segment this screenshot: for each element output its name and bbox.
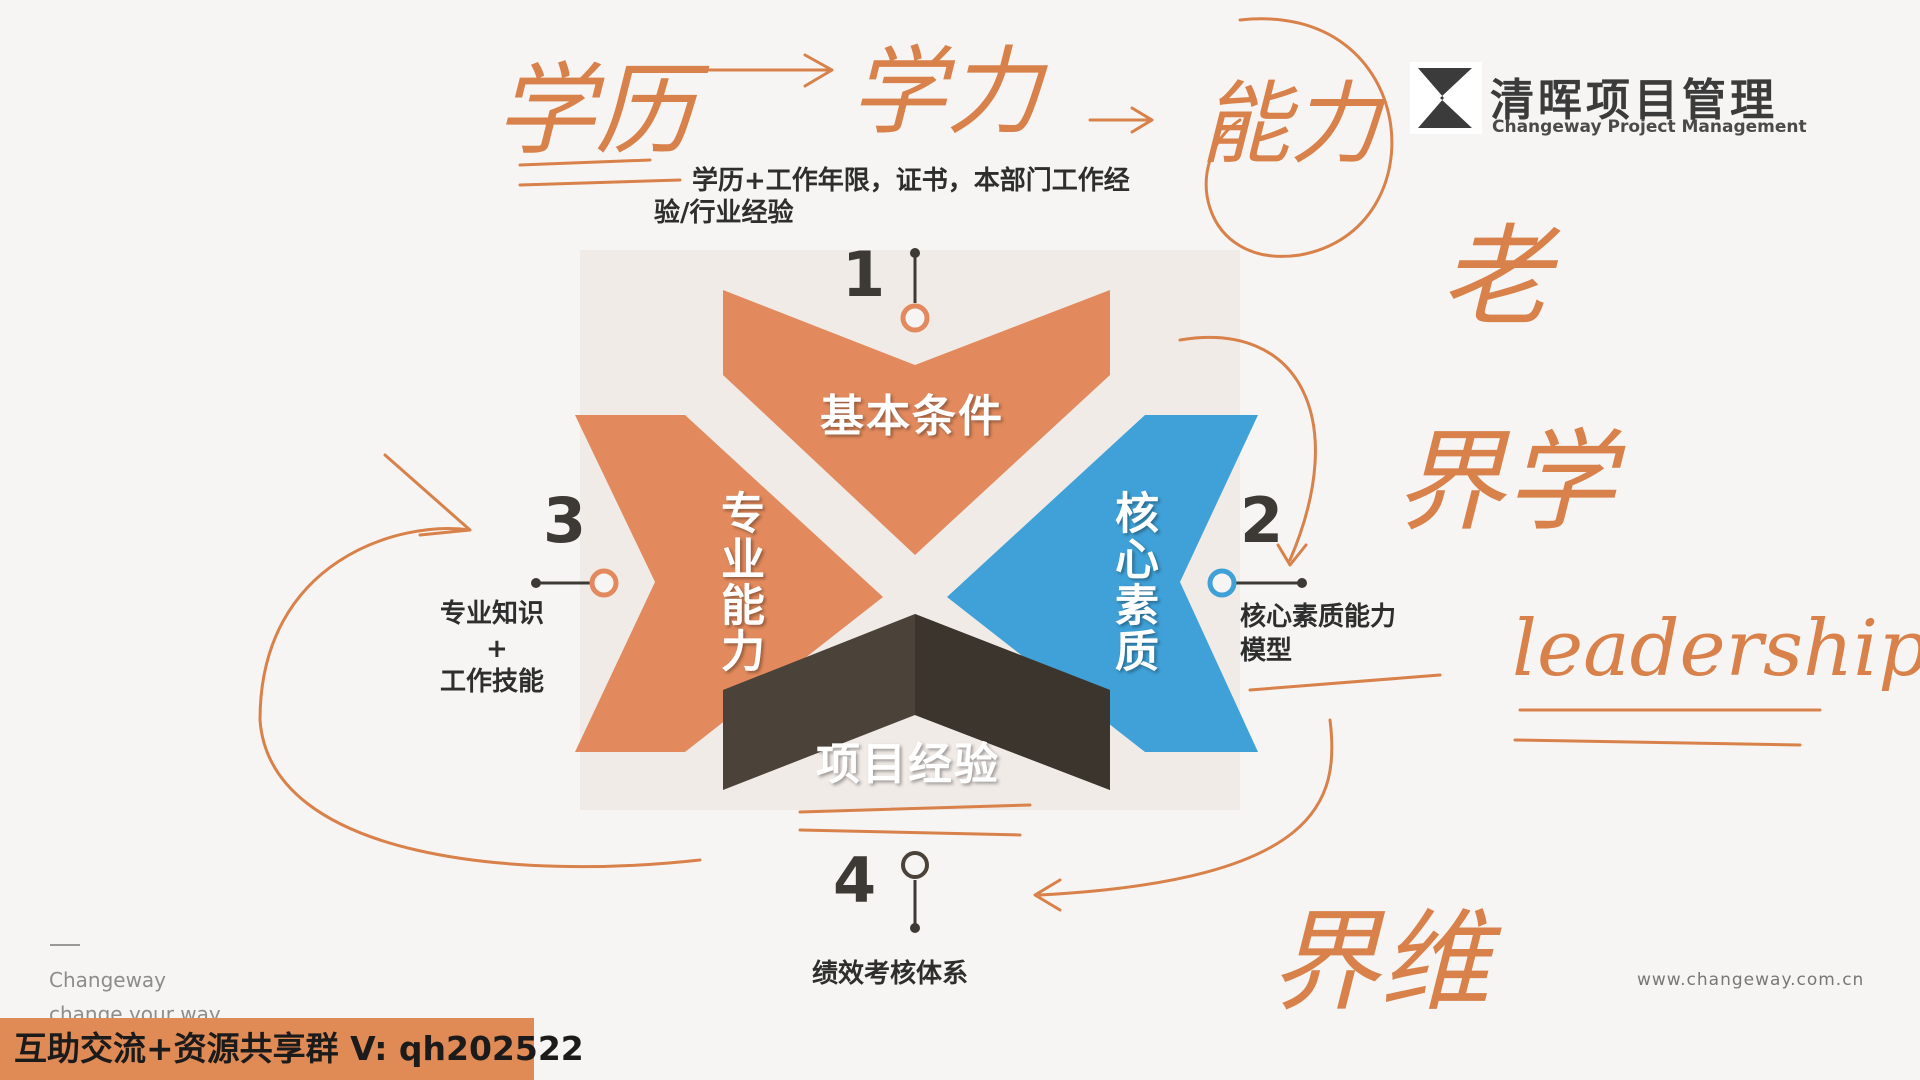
step-number-4: 4	[833, 844, 877, 917]
step-number-2: 2	[1240, 484, 1284, 557]
title-basic-conditions: 基本条件	[820, 391, 1004, 442]
step-number-1: 1	[842, 238, 886, 311]
logo-title-cn: 清晖项目管理	[1490, 75, 1778, 126]
title-professional-ability: 专业能力	[713, 490, 764, 674]
footer-website: www.changeway.com.cn	[1637, 970, 1865, 990]
promo-banner: 互助交流+资源共享群 V: qh202522	[0, 1018, 584, 1080]
description-3-line3: 工作技能	[440, 667, 545, 697]
marker-3	[531, 568, 619, 598]
logo-title-en: Changeway Project Management	[1492, 117, 1807, 137]
quadrant-basic-conditions	[723, 290, 1110, 555]
description-2-line2: 模型	[1240, 636, 1293, 666]
description-1-line1: 学历+工作年限，证书，本部门工作经	[692, 166, 1130, 196]
title-core-quality: 核心素质	[1107, 490, 1158, 674]
title-project-experience: 项目经验	[816, 739, 1000, 790]
description-1-line2: 验/行业经验	[654, 198, 794, 228]
description-4: 绩效考核体系	[812, 959, 969, 989]
description-2-line1: 核心素质能力	[1240, 602, 1397, 632]
changeway-logo-icon	[1410, 62, 1482, 134]
marker-2	[1207, 568, 1307, 598]
footer-brand: Changeway	[49, 968, 167, 992]
description-3-line1: 专业知识	[440, 599, 545, 629]
description-3-line2: +	[486, 634, 508, 664]
step-number-3: 3	[543, 484, 587, 557]
marker-1	[900, 248, 930, 333]
marker-4	[901, 851, 929, 933]
